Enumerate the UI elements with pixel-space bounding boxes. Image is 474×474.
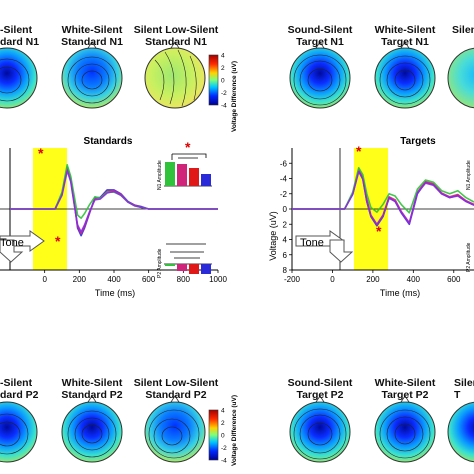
targets-tone-arrow <box>295 230 354 263</box>
top-label-3: Silent Low-Silent Standard N1 <box>133 24 219 48</box>
colorbar-tick-label: 4 <box>221 408 225 415</box>
colorbar-tick-label: 4 <box>221 53 225 60</box>
y-tick-label: 8 <box>283 266 288 275</box>
colorbar-tick-label: -2 <box>221 445 227 452</box>
colorbar-top <box>208 54 219 106</box>
topomap-bottom-3 <box>144 395 206 463</box>
colorbar-bottom <box>208 409 219 461</box>
erp-trace-4 <box>10 170 218 233</box>
bottom-label-4: Sound-Silent Target P2 <box>287 377 353 401</box>
x-tick-label: 800 <box>177 275 191 284</box>
topomap-top-5 <box>374 41 436 109</box>
colorbar-tick-label: 0 <box>221 433 225 440</box>
targets-star-n1: * <box>356 143 362 159</box>
x-tick-label: 200 <box>366 275 380 284</box>
standards-star-n1: * <box>38 145 44 161</box>
colorbar-tick-label: 0 <box>221 78 225 85</box>
topomap-bottom-1 <box>0 401 38 463</box>
topomap-top-3 <box>144 41 206 109</box>
x-tick-label: 0 <box>42 275 47 284</box>
x-tick-label: 200 <box>73 275 87 284</box>
y-tick-label: 2 <box>283 220 288 229</box>
y-tick-label: -2 <box>280 190 288 199</box>
topomap-bottom-2 <box>61 395 123 463</box>
colorbar-tick-label: -2 <box>221 90 227 97</box>
top-label-5: White-Silent Target N1 <box>374 24 436 48</box>
standards-x-ticks: 0 200 400 600 800 1000 <box>42 270 227 284</box>
colorbar-bottom-label: Voltage Difference (uV) <box>231 395 238 466</box>
colorbar-tick-label: 2 <box>221 420 225 427</box>
colorbar-tick-label: -4 <box>221 103 227 110</box>
standards-xlabel: Time (ms) <box>95 288 135 298</box>
standards-tone-label: Tone <box>0 237 24 249</box>
standards-inset-n1-label: N1 Amplitude <box>157 160 163 190</box>
y-tick-label: 0 <box>283 205 288 214</box>
y-tick-label: 4 <box>283 236 288 245</box>
bottom-label-3: Silent Low-Silent Standard P2 <box>133 377 219 401</box>
standards-inset-p2-label: P2 Amplitude <box>157 248 163 278</box>
topomap-bottom-6 <box>447 401 474 463</box>
standards-title: Standards <box>84 136 133 147</box>
targets-star-p2: * <box>376 223 382 239</box>
standards-erp-panel: Standards 0 200 400 600 800 1000 Time (ms) * … <box>0 136 227 298</box>
topomap-top-6 <box>447 47 474 109</box>
targets-title: Targets <box>400 136 436 147</box>
standards-n1-inset: * N1 Amplitude <box>157 139 212 190</box>
x-tick-label: 600 <box>142 275 156 284</box>
standards-p2-inset: P2 Amplitude <box>157 243 212 278</box>
targets-x-ticks: -200 0 200 400 600 <box>284 270 461 284</box>
targets-inset-p2-label: P2 Amplitude <box>466 242 472 272</box>
x-tick-label: 600 <box>447 275 461 284</box>
x-tick-label: 1000 <box>209 275 227 284</box>
x-tick-label: 400 <box>107 275 121 284</box>
targets-inset-n1-label: N1 Amplitude <box>466 160 472 190</box>
bottom-label-5: White-Silent Target P2 <box>374 377 436 401</box>
targets-y-ticks: -6 -4 -2 0 2 4 6 8 <box>280 159 292 275</box>
colorbar-top-ticks: 4 2 0 -2 -4 <box>221 53 227 110</box>
y-tick-label: -6 <box>280 159 288 168</box>
topomap-top-4 <box>289 41 351 109</box>
bottom-label-6: SilerT <box>454 377 474 401</box>
targets-tone-label: Tone <box>300 237 324 249</box>
top-label-1: -Silent dard N1 <box>0 24 40 48</box>
colorbar-tick-label: 2 <box>221 65 225 72</box>
colorbar-tick-label: -4 <box>221 458 227 465</box>
topomap-bottom-5 <box>374 395 436 463</box>
standards-traces <box>10 164 218 237</box>
colorbar-bottom-ticks: 4 2 0 -2 -4 <box>221 408 227 465</box>
topomap-bottom-4 <box>289 395 351 463</box>
top-label-6: Silen <box>452 24 474 36</box>
standards-tone-arrow <box>0 230 45 263</box>
top-label-4: Sound-Silent Target N1 <box>287 24 353 48</box>
x-tick-label: 0 <box>330 275 335 284</box>
y-tick-label: -4 <box>280 175 288 184</box>
colorbar-top-label: Voltage Difference (uV) <box>231 61 238 132</box>
bottom-label-2: White-Silent Standard P2 <box>61 377 123 401</box>
targets-erp-panel: Targets -200 0 200 400 600 -6 -4 -2 0 2 4 6 8 Time … <box>268 136 474 298</box>
x-tick-label: -200 <box>284 275 301 284</box>
x-tick-label: 400 <box>407 275 421 284</box>
topomap-top-2 <box>61 41 123 109</box>
standards-inset-star: * <box>185 139 191 155</box>
erp-trace-4 <box>292 170 474 226</box>
targets-ylabel: Voltage (uV) <box>268 211 278 261</box>
top-label-2: White-Silent Standard N1 <box>61 24 123 48</box>
topomap-top-1 <box>0 47 38 109</box>
targets-xlabel: Time (ms) <box>380 288 420 298</box>
standards-star-p2: * <box>55 233 61 249</box>
targets-traces <box>292 167 474 227</box>
y-tick-label: 6 <box>283 251 288 260</box>
bottom-label-1: -Silent dard P2 <box>0 377 39 401</box>
